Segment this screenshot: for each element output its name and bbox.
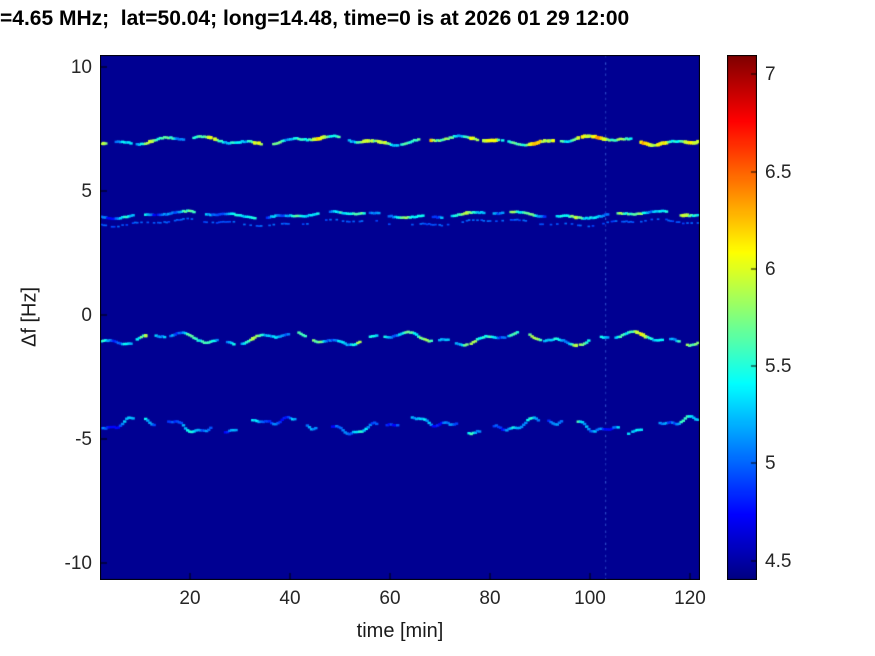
colorbar-tick-label: 6 [765, 258, 776, 280]
y-tick-label: -10 [64, 552, 92, 574]
x-tick-label: 20 [179, 588, 201, 609]
colorbar-tick-label: 6.5 [765, 161, 792, 183]
colorbar [727, 55, 757, 580]
y-tick-label: -5 [75, 428, 92, 450]
x-tick-label: 60 [379, 588, 401, 609]
colorbar-tick-label: 5.5 [765, 356, 792, 378]
x-tick-label: 80 [479, 588, 501, 609]
colorbar-tick-label: 5 [765, 453, 776, 475]
y-tick-label: 5 [81, 181, 92, 203]
y-tick-label: 10 [70, 57, 92, 79]
x-tick-label: 40 [279, 588, 301, 609]
chart-title: =4.65 MHz; lat=50.04; long=14.48, time=0… [0, 7, 630, 30]
colorbar-tick-label: 7 [765, 64, 776, 86]
x-tick-label: 120 [674, 588, 706, 609]
colorbar-tick-label: 4.5 [765, 550, 792, 572]
x-tick-label: 100 [574, 588, 606, 609]
spectrogram-plot [100, 55, 700, 580]
y-tick-label: 0 [81, 305, 92, 327]
y-axis-label: Δf [Hz] [18, 286, 41, 348]
x-axis-label: time [min] [356, 620, 444, 642]
